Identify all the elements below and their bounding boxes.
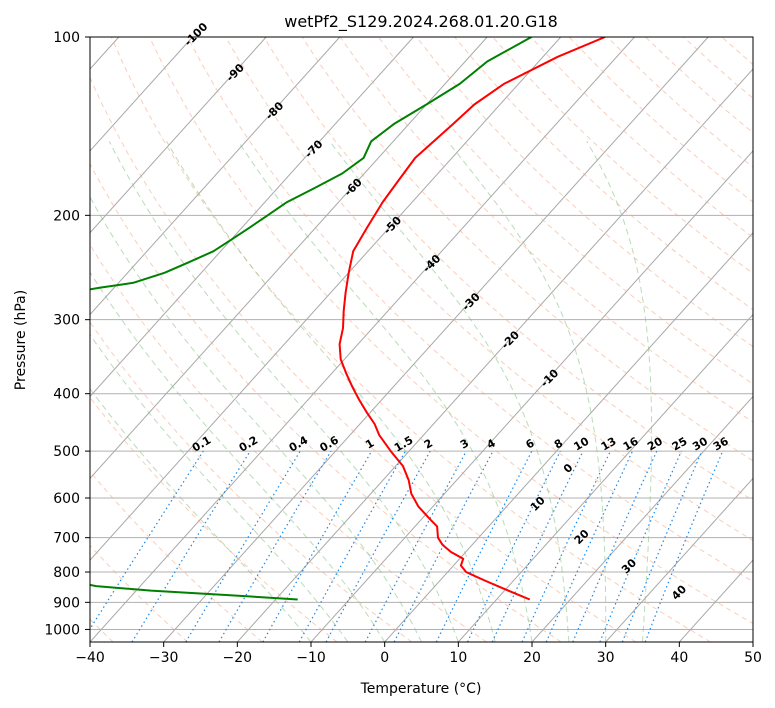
dry-adiabat-line bbox=[90, 396, 338, 642]
mixing-ratio-line bbox=[491, 450, 584, 642]
dry-adiabat-line bbox=[90, 76, 637, 642]
y-tick-label: 700 bbox=[53, 531, 80, 547]
isotherm-line bbox=[457, 313, 753, 642]
x-tick-label: −10 bbox=[296, 650, 326, 666]
moist-adiabat-line bbox=[447, 140, 607, 642]
dry-adiabat-line bbox=[416, 37, 753, 348]
profile-lines bbox=[90, 37, 606, 601]
mixing-ratio-line bbox=[298, 450, 406, 642]
x-tick-label: −30 bbox=[149, 650, 179, 666]
dry-adiabat-line bbox=[225, 37, 753, 542]
background-lines bbox=[90, 37, 753, 642]
x-tick-label: −20 bbox=[223, 650, 253, 666]
y-tick-label: 600 bbox=[53, 491, 80, 507]
y-tick-label: 300 bbox=[53, 313, 80, 329]
dry-adiabat-line bbox=[90, 162, 562, 642]
isotherm-line bbox=[236, 68, 753, 642]
dry-adiabat-line bbox=[90, 470, 263, 642]
mixing-ratio-line bbox=[599, 450, 682, 642]
mixing-ratio-line bbox=[131, 450, 251, 642]
x-axis-label: Temperature (°C) bbox=[360, 681, 482, 697]
moist-adiabat-line bbox=[586, 141, 653, 642]
isotherm-line bbox=[90, 37, 193, 152]
x-tick-label: 40 bbox=[670, 650, 688, 666]
isotherm-line bbox=[163, 37, 709, 642]
mixing-ratio-line bbox=[393, 450, 494, 642]
mixing-ratio-line bbox=[572, 450, 658, 642]
isotherm-line bbox=[90, 37, 488, 480]
x-tick-label: 20 bbox=[523, 650, 541, 666]
moist-adiabat-line bbox=[108, 141, 459, 642]
chart-title: wetPf2_S129.2024.268.01.20.G18 bbox=[284, 12, 558, 32]
moist-adiabat-line bbox=[90, 387, 312, 642]
x-tick-label: 50 bbox=[744, 650, 762, 666]
isotherm-line bbox=[90, 37, 562, 561]
dry-adiabat-line bbox=[301, 37, 753, 462]
mixing-ratio-line bbox=[325, 450, 431, 642]
y-tick-label: 200 bbox=[53, 208, 80, 224]
mixing-ratio-line bbox=[466, 450, 561, 642]
y-tick-label: 500 bbox=[53, 444, 80, 460]
mixing-ratio-line bbox=[364, 450, 467, 642]
y-tick-label: 100 bbox=[53, 30, 80, 46]
isotherm-line bbox=[90, 37, 635, 642]
mixing-ratio-line bbox=[185, 450, 301, 642]
dry-adiabat-line bbox=[187, 37, 753, 583]
moist-adiabat-line bbox=[237, 141, 533, 642]
temperature-profile-line bbox=[338, 37, 606, 601]
y-axis-label: Pressure (hPa) bbox=[13, 290, 29, 390]
axis-ticks: −40 −30 −20 −10 0 10 20 30 40 50 100 200 300 400 500 60… bbox=[44, 30, 762, 666]
moist-adiabat-line bbox=[166, 141, 496, 642]
mixing-ratio-line bbox=[262, 450, 373, 642]
isotherm-line bbox=[605, 477, 753, 642]
plot-frame bbox=[89, 36, 754, 643]
x-tick-label: 30 bbox=[597, 650, 615, 666]
isotherm-line bbox=[384, 232, 753, 642]
isotherm-line bbox=[90, 37, 267, 234]
moist-adiabat-line bbox=[90, 333, 349, 642]
mixing-ratio-line bbox=[621, 450, 703, 642]
mixing-ratio-line bbox=[521, 450, 611, 642]
dry-adiabat-line bbox=[148, 37, 753, 625]
moist-adiabat-line bbox=[90, 196, 422, 642]
mixing-ratio-line bbox=[545, 450, 634, 642]
mixing-ratio-line bbox=[218, 450, 332, 642]
dry-adiabat-line bbox=[90, 243, 487, 642]
x-tick-label: 0 bbox=[380, 650, 389, 666]
isotherm-line bbox=[90, 37, 414, 398]
x-tick-label: 10 bbox=[449, 650, 467, 666]
x-tick-label: −40 bbox=[75, 650, 105, 666]
isotherm-line bbox=[531, 395, 753, 642]
y-tick-label: 900 bbox=[53, 595, 80, 611]
y-tick-label: 400 bbox=[53, 387, 80, 403]
dewpoint-profile-line bbox=[90, 37, 532, 601]
isotherm-line bbox=[90, 37, 341, 316]
moist-adiabat-line bbox=[329, 141, 570, 642]
dry-adiabat-line bbox=[263, 37, 753, 501]
mixing-ratio-line bbox=[435, 450, 533, 642]
y-tick-label: 800 bbox=[53, 565, 80, 581]
y-tick-label: 1000 bbox=[44, 622, 80, 638]
